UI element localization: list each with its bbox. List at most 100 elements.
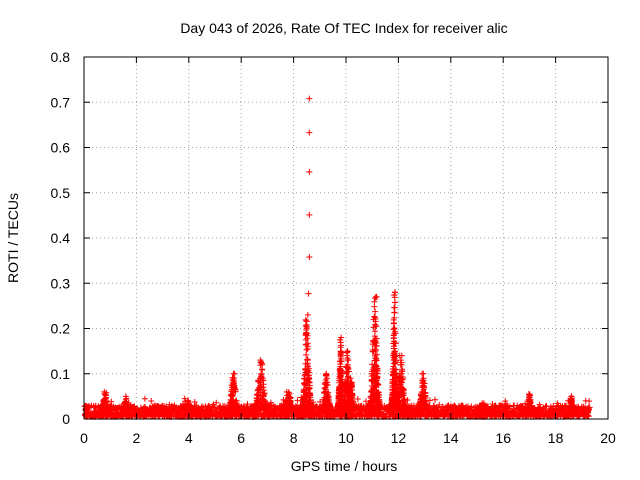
roti-point (145, 412, 152, 419)
x-tick-label: 0 (80, 430, 88, 446)
roti-point (118, 411, 125, 418)
roti-point (460, 406, 467, 413)
roti-point (312, 413, 319, 420)
roti-point (435, 404, 442, 411)
roti-point (82, 406, 89, 413)
x-tick-label: 14 (443, 430, 459, 446)
roti-point (491, 402, 498, 409)
y-tick-label: 0.6 (51, 140, 71, 156)
roti-point (164, 406, 171, 413)
roti-point (233, 410, 240, 417)
y-tick-label: 0.5 (51, 185, 71, 201)
roti-point (428, 412, 435, 419)
roti-point (520, 412, 527, 419)
roti-point (92, 402, 99, 409)
roti-point (134, 405, 141, 412)
x-tick-label: 8 (290, 430, 298, 446)
roti-point (135, 409, 142, 416)
x-tick-label: 2 (133, 430, 141, 446)
roti-point (134, 412, 141, 419)
roti-point (245, 408, 252, 415)
roti-point (157, 404, 164, 411)
roti-point (442, 411, 449, 418)
roti-point (466, 405, 473, 412)
roti-point (432, 408, 439, 415)
roti-point (268, 411, 275, 418)
roti-point (169, 407, 176, 414)
roti-point (476, 412, 483, 419)
x-tick-label: 20 (600, 430, 616, 446)
roti-point (261, 413, 268, 420)
data-points (81, 95, 593, 420)
roti-point (356, 412, 363, 419)
roti-point (104, 411, 111, 418)
roti-point (585, 408, 592, 415)
roti-point (542, 410, 549, 417)
roti-point (380, 410, 387, 417)
roti-point (228, 412, 235, 419)
roti-point (314, 410, 321, 417)
roti-point (447, 405, 454, 412)
roti-point (152, 407, 159, 414)
roti-point (128, 412, 135, 419)
roti-point (227, 412, 234, 419)
x-tick-label: 4 (185, 430, 193, 446)
roti-point (306, 412, 313, 419)
roti-point (249, 412, 256, 419)
roti-point (456, 410, 463, 417)
roti-point (586, 404, 593, 411)
roti-point (141, 410, 148, 417)
roti-point (141, 395, 148, 402)
roti-point (484, 411, 491, 418)
roti-point (504, 402, 511, 409)
y-tick-label: 0.4 (51, 230, 71, 246)
roti-point (271, 409, 278, 416)
y-tick-label: 0.7 (51, 94, 71, 110)
roti-point (375, 413, 382, 420)
roti-point (576, 412, 583, 419)
roti-point (381, 413, 388, 420)
roti-point (92, 407, 99, 414)
x-tick-label: 16 (495, 430, 511, 446)
roti-point (359, 412, 366, 419)
roti-point (180, 413, 187, 420)
roti-point (431, 403, 438, 410)
roti-point (111, 409, 118, 416)
x-tick-label: 12 (391, 430, 407, 446)
chart-title: Day 043 of 2026, Rate Of TEC Index for r… (180, 20, 507, 36)
roti-point (274, 404, 281, 411)
roti-point (205, 403, 212, 410)
roti-point (403, 412, 410, 419)
roti-point (425, 413, 432, 420)
roti-point (553, 407, 560, 414)
roti-point (174, 410, 181, 417)
roti-point (148, 397, 155, 404)
x-tick-label: 18 (548, 430, 564, 446)
roti-point (86, 403, 93, 410)
roti-point (508, 413, 515, 420)
roti-point (571, 410, 578, 417)
roti-point (554, 400, 561, 407)
roti-point (357, 407, 364, 414)
roti-point (163, 413, 170, 420)
roti-point (543, 402, 550, 409)
roti-point (509, 412, 516, 419)
roti-point (461, 412, 468, 419)
roti-point (160, 409, 167, 416)
roti-point (548, 410, 555, 417)
roti-point (408, 405, 415, 412)
roti-point (354, 395, 361, 402)
roti-point (463, 409, 470, 416)
roti-point (303, 412, 310, 419)
roti-point (430, 402, 437, 409)
roti-point (432, 396, 439, 403)
roti-point (558, 406, 565, 413)
roti-point (89, 412, 96, 419)
roti-point (239, 411, 246, 418)
roti-point (239, 408, 246, 415)
roti-point (92, 412, 99, 419)
roti-point (246, 409, 253, 416)
roti-point (206, 412, 213, 419)
x-tick-label: 6 (237, 430, 245, 446)
